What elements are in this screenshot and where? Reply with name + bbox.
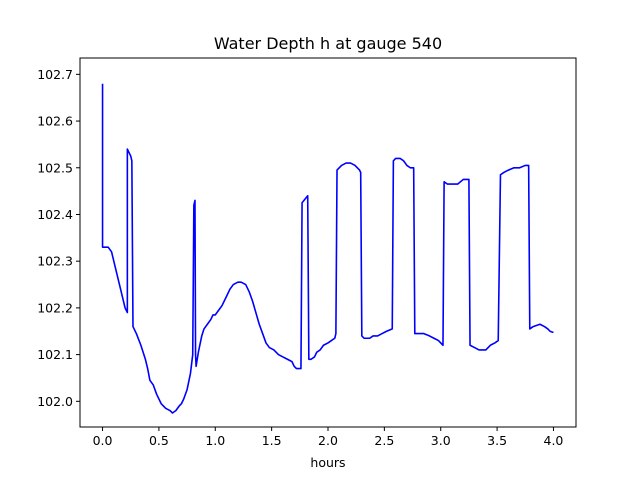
- chart-title: Water Depth h at gauge 540: [214, 34, 442, 53]
- y-tick-label: 102.5: [37, 160, 73, 175]
- x-tick-label: 1.0: [205, 433, 225, 448]
- plot-frame: [79, 57, 577, 428]
- y-tick-label: 102.3: [37, 254, 73, 269]
- y-tick-label: 102.0: [37, 394, 73, 409]
- y-tick-label: 102.6: [37, 114, 73, 129]
- y-axis-ticks: 102.0 102.1 102.2 102.3 102.4 102.5 102.6 102.7: [37, 67, 80, 409]
- x-tick-label: 1.5: [262, 433, 282, 448]
- y-tick-label: 102.1: [37, 347, 73, 362]
- y-tick-label: 102.4: [37, 207, 73, 222]
- x-axis-label: hours: [310, 455, 345, 470]
- x-tick-label: 4.0: [544, 433, 564, 448]
- y-tick-label: 102.7: [37, 67, 73, 82]
- x-tick-label: 0.0: [93, 433, 113, 448]
- x-tick-label: 2.0: [318, 433, 338, 448]
- x-axis-ticks: 0.0 0.5 1.0 1.5 2.0 2.5 3.0 3.5 4.0: [93, 427, 564, 448]
- x-tick-label: 3.5: [487, 433, 507, 448]
- plot-background: [80, 58, 576, 427]
- series-group: [101, 83, 554, 414]
- y-tick-label: 102.2: [37, 300, 73, 315]
- x-tick-label: 2.5: [374, 433, 394, 448]
- series-line-0: [101, 83, 554, 414]
- x-tick-label: 0.5: [149, 433, 169, 448]
- x-tick-label: 3.0: [431, 433, 451, 448]
